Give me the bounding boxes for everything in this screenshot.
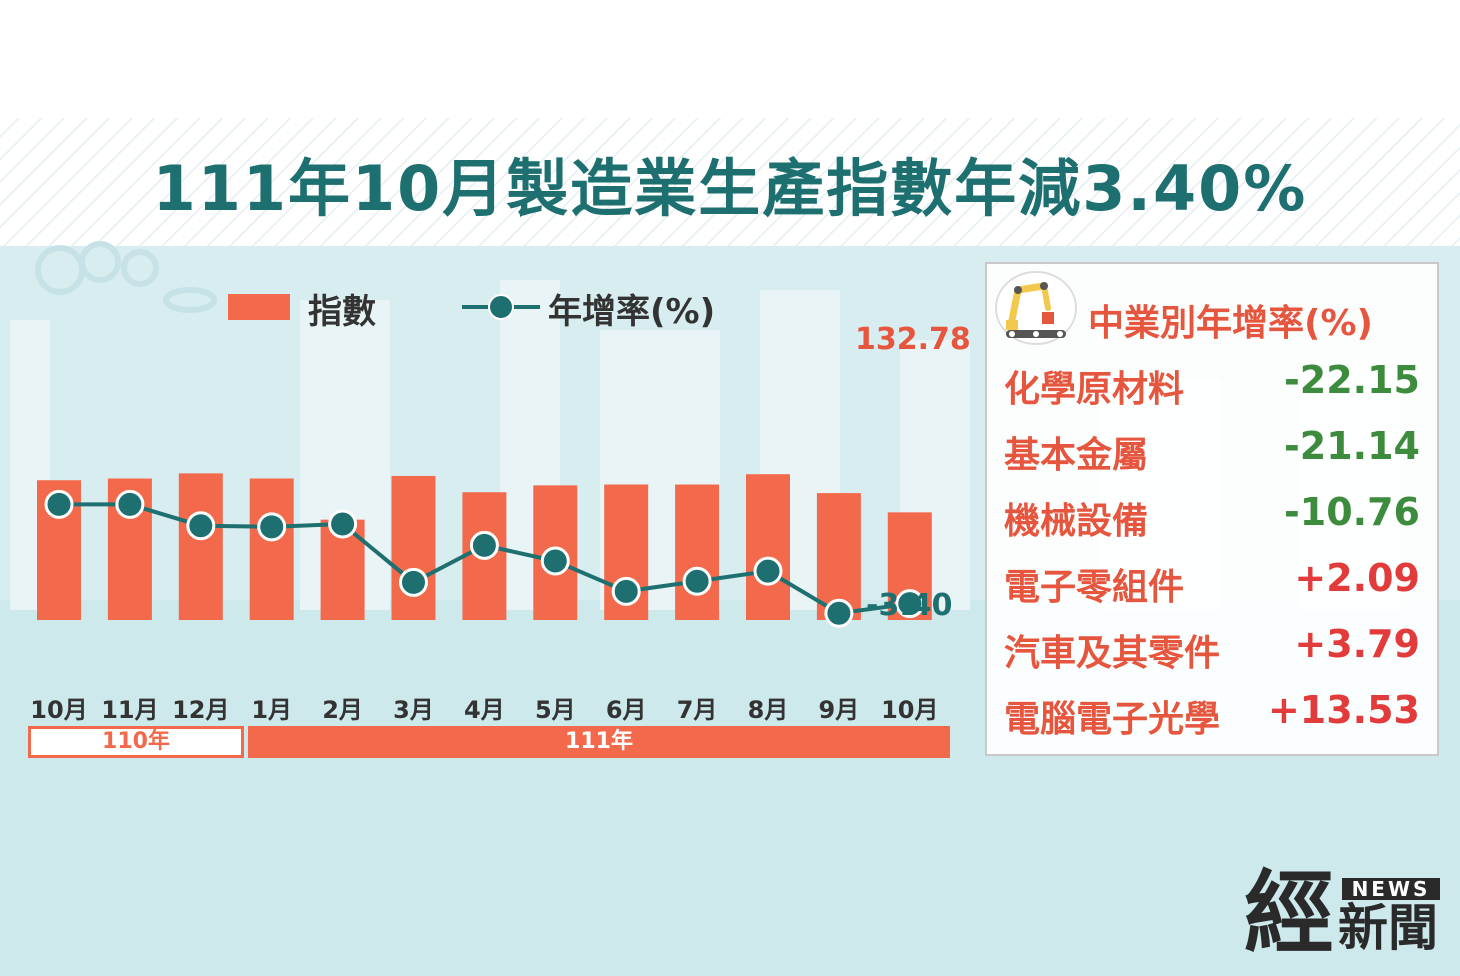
x-tick-label-7: 5月 [534,696,576,724]
panel-title: 中業別年增率(%) [1088,303,1373,344]
x-tick-label-6: 4月 [464,696,505,724]
logo-sub: 新聞 [1338,898,1438,957]
year-group-0: 110年 [28,726,244,758]
x-tick-label-4: 2月 [322,696,363,724]
industry-value-5: +13.53 [1267,688,1420,732]
year-group-1: 111年 [248,726,950,758]
bar-5 [391,475,436,620]
industry-name-2: 機械設備 [1004,501,1149,542]
x-tick-label-3: 1月 [251,696,293,724]
robot-arm-icon [995,271,1077,345]
last-rate-annotation: -3.40 [866,588,953,623]
rate-point-1 [115,489,145,519]
x-tick-label-1: 11月 [101,696,159,724]
industry-value-1: -21.14 [1284,424,1420,468]
legend-bar-swatch [228,294,290,320]
bar-3 [249,478,294,620]
legend-bar-label: 指數 [308,292,376,332]
rate-point-12 [895,589,925,619]
x-tick-label-2: 12月 [172,696,230,724]
title-band-hatch [0,118,1460,248]
smoke-decoration [35,241,217,313]
x-tick-label-8: 6月 [605,696,647,724]
industry-name-1: 基本金屬 [1004,435,1149,476]
industry-value-0: -22.15 [1284,358,1420,402]
logo-main: 經 [1244,860,1334,966]
industry-name-0: 化學原材料 [1004,369,1185,410]
x-tick-label-9: 7月 [676,696,718,724]
legend-line-swatch [462,294,540,320]
rate-point-7 [540,546,570,576]
logo-badge: NEWS [1342,878,1440,900]
rate-point-5 [399,567,428,597]
page-title: 111年10月製造業生產指數年減3.40% [152,152,1308,225]
rate-point-0 [44,489,74,519]
rate-point-2 [186,511,216,541]
industry-value-3: +2.09 [1294,556,1420,600]
rate-point-8 [611,576,641,606]
legend-line-label: 年增率(%) [548,292,716,332]
rate-point-9 [682,566,712,596]
industry-name-5: 電腦電子光學 [1004,699,1221,740]
industry-value-2: -10.76 [1284,490,1420,534]
industry-value-4: +3.79 [1294,622,1420,666]
last-index-annotation: 132.78 [855,322,971,357]
rate-point-10 [753,556,783,586]
industry-name-3: 電子零組件 [1004,567,1185,608]
industry-name-4: 汽車及其零件 [1004,633,1221,674]
x-tick-label-0: 10月 [30,696,88,724]
bar-9 [675,484,720,620]
rate-point-11 [824,598,854,628]
rate-point-6 [469,530,499,560]
x-tick-label-12: 10月 [881,696,939,724]
x-tick-label-11: 9月 [818,696,860,724]
bar-10 [746,474,790,620]
bar-2 [178,473,223,620]
rate-point-4 [328,509,358,539]
x-tick-label-5: 3月 [393,696,434,724]
x-tick-label-10: 8月 [747,696,789,724]
industry-panel [985,262,1439,756]
rate-point-3 [257,512,287,542]
